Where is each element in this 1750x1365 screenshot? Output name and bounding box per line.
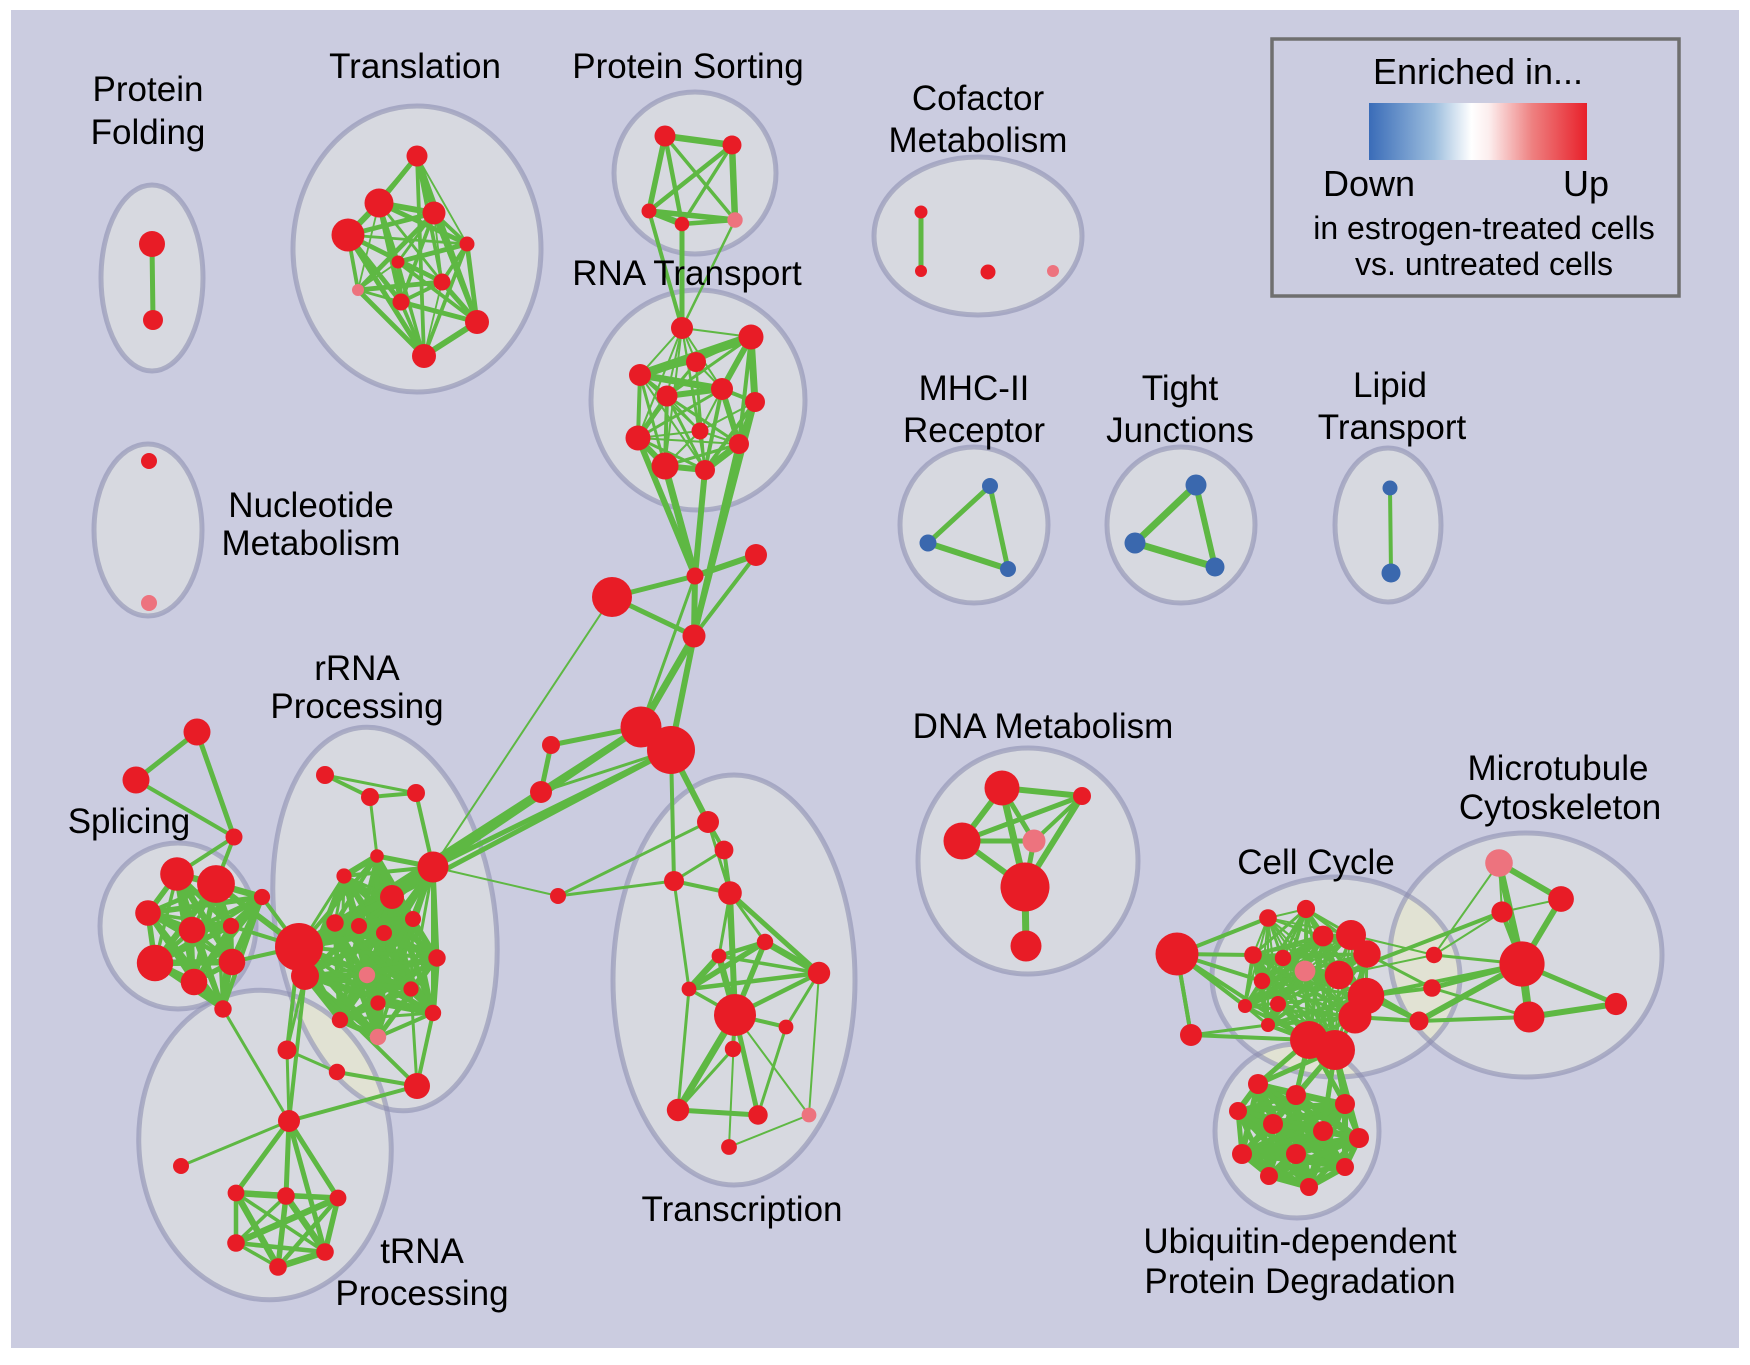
svg-text:Protein Sorting: Protein Sorting <box>572 47 804 86</box>
svg-text:Processing: Processing <box>270 687 443 726</box>
svg-text:Cell Cycle: Cell Cycle <box>1237 843 1395 882</box>
svg-text:Processing: Processing <box>335 1274 508 1313</box>
svg-text:Metabolism: Metabolism <box>222 524 401 563</box>
svg-text:Down: Down <box>1323 163 1415 204</box>
svg-text:Cofactor: Cofactor <box>912 79 1045 118</box>
svg-text:rRNA: rRNA <box>314 649 400 688</box>
svg-text:Up: Up <box>1563 163 1609 204</box>
svg-text:Translation: Translation <box>329 47 501 86</box>
svg-text:Transport: Transport <box>1318 408 1467 447</box>
svg-text:Splicing: Splicing <box>68 802 191 841</box>
svg-text:Metabolism: Metabolism <box>889 121 1068 160</box>
svg-text:Transcription: Transcription <box>642 1190 843 1229</box>
svg-text:RNA Transport: RNA Transport <box>572 254 802 293</box>
svg-text:Receptor: Receptor <box>903 411 1045 450</box>
svg-text:Enriched in...: Enriched in... <box>1373 51 1583 92</box>
svg-text:Protein Degradation: Protein Degradation <box>1144 1262 1455 1301</box>
svg-text:Ubiquitin-dependent: Ubiquitin-dependent <box>1143 1222 1457 1261</box>
svg-text:MHC-II: MHC-II <box>919 369 1030 408</box>
svg-text:Lipid: Lipid <box>1353 366 1427 405</box>
svg-text:Junctions: Junctions <box>1106 411 1254 450</box>
svg-text:Tight: Tight <box>1142 369 1219 408</box>
svg-text:DNA Metabolism: DNA Metabolism <box>913 707 1174 746</box>
svg-text:Folding: Folding <box>91 113 206 152</box>
svg-text:vs. untreated cells: vs. untreated cells <box>1355 246 1613 282</box>
svg-text:Microtubule: Microtubule <box>1468 749 1649 788</box>
svg-text:tRNA: tRNA <box>380 1232 464 1271</box>
svg-text:Nucleotide: Nucleotide <box>228 486 393 525</box>
svg-text:Protein: Protein <box>93 70 204 109</box>
svg-text:Cytoskeleton: Cytoskeleton <box>1459 788 1661 827</box>
svg-text:in estrogen-treated cells: in estrogen-treated cells <box>1313 210 1655 246</box>
